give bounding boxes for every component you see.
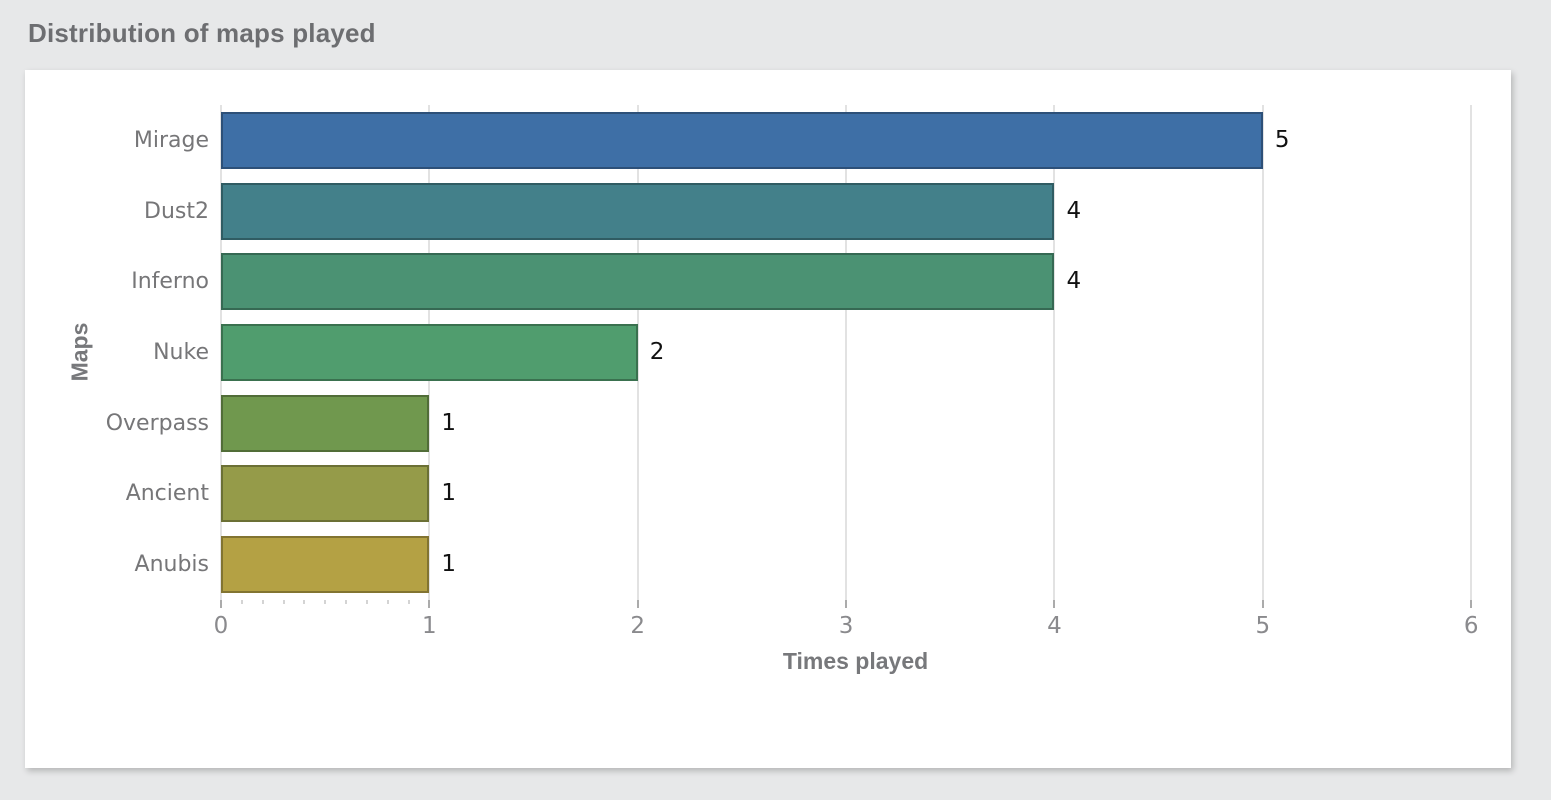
bar — [221, 465, 430, 523]
bar-value-label: 2 — [649, 339, 665, 365]
bar-value-label: 4 — [1066, 197, 1082, 224]
x-tick-label: 2 — [630, 613, 646, 639]
x-tick-label: 6 — [1463, 613, 1479, 639]
page-title: Distribution of maps played — [28, 18, 376, 48]
x-tick-mark — [428, 600, 431, 608]
x-minor-tick-mark — [240, 600, 243, 604]
x-minor-tick-mark — [282, 600, 285, 604]
x-minor-tick-mark — [303, 600, 306, 604]
x-tick-label: 4 — [1047, 613, 1062, 639]
x-tick-mark — [636, 600, 639, 608]
x-minor-tick-mark — [386, 600, 389, 604]
bar-value-label: 1 — [441, 409, 456, 436]
category-label: Nuke — [153, 340, 209, 365]
gridline — [636, 105, 639, 600]
bar-value-label: 1 — [441, 480, 456, 507]
gridline — [1470, 105, 1473, 600]
bar — [221, 536, 430, 594]
x-minor-tick-mark — [407, 600, 410, 604]
x-tick-mark — [1470, 600, 1473, 608]
x-axis-title: Times played — [782, 648, 929, 674]
bar — [221, 111, 1263, 169]
bar — [221, 182, 1055, 240]
x-tick-mark — [1261, 600, 1264, 608]
x-tick-mark — [1053, 600, 1056, 608]
y-axis-title: Maps — [66, 322, 93, 382]
bar-value-label: 5 — [1274, 126, 1290, 153]
category-label: Overpass — [105, 410, 209, 436]
bar-chart: Mirage 5 Dust2 4 Inferno 4 Nuke 2 Overpass 1 Ancie… — [25, 70, 1511, 768]
x-minor-tick-mark — [345, 600, 348, 604]
bar — [221, 324, 638, 381]
x-tick-mark — [845, 600, 848, 608]
gridline — [1261, 105, 1264, 600]
x-minor-tick-mark — [365, 600, 368, 604]
gridline — [1053, 105, 1056, 600]
x-tick-label: 3 — [838, 613, 854, 639]
gridline — [845, 105, 848, 600]
x-minor-tick-mark — [261, 600, 264, 604]
bar-value-label: 4 — [1066, 268, 1082, 295]
chart-card: Mirage 5 Dust2 4 Inferno 4 Nuke 2 Overpass 1 Ancie… — [25, 70, 1511, 768]
bar — [221, 253, 1055, 311]
x-minor-tick-mark — [324, 600, 327, 604]
x-tick-label: 1 — [422, 613, 437, 639]
category-label: Inferno — [131, 269, 209, 295]
x-tick-label: 0 — [213, 613, 229, 639]
category-label: Ancient — [125, 481, 209, 507]
bar-value-label: 1 — [441, 551, 456, 578]
x-tick-label: 5 — [1255, 613, 1271, 639]
category-label: Dust2 — [144, 198, 209, 224]
category-label: Anubis — [134, 552, 209, 578]
x-tick-mark — [220, 600, 222, 608]
bar — [221, 394, 430, 452]
category-label: Mirage — [133, 127, 209, 153]
